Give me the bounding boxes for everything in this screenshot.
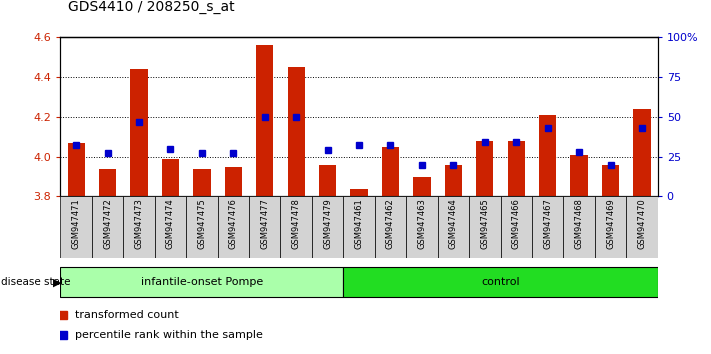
FancyBboxPatch shape xyxy=(469,196,501,258)
Text: GSM947477: GSM947477 xyxy=(260,198,269,249)
Text: GSM947464: GSM947464 xyxy=(449,198,458,249)
Text: GSM947470: GSM947470 xyxy=(638,198,646,249)
Bar xyxy=(256,45,274,196)
Text: GSM947476: GSM947476 xyxy=(229,198,237,249)
Bar xyxy=(476,141,493,196)
FancyBboxPatch shape xyxy=(312,196,343,258)
Text: GSM947469: GSM947469 xyxy=(606,198,615,249)
Bar xyxy=(444,165,462,196)
Text: GSM947463: GSM947463 xyxy=(417,198,427,249)
Text: disease state: disease state xyxy=(1,277,70,287)
Bar xyxy=(130,69,148,196)
Text: GSM947479: GSM947479 xyxy=(323,198,332,249)
Bar xyxy=(570,155,588,196)
FancyBboxPatch shape xyxy=(343,267,658,297)
Text: GSM947473: GSM947473 xyxy=(134,198,144,249)
Text: GSM947471: GSM947471 xyxy=(72,198,80,249)
FancyBboxPatch shape xyxy=(343,196,375,258)
Bar xyxy=(413,177,431,196)
Bar xyxy=(319,165,336,196)
FancyBboxPatch shape xyxy=(155,196,186,258)
Text: GSM947461: GSM947461 xyxy=(355,198,363,249)
Text: GSM947462: GSM947462 xyxy=(386,198,395,249)
Text: GSM947478: GSM947478 xyxy=(292,198,301,249)
Bar xyxy=(99,169,116,196)
Text: GSM947466: GSM947466 xyxy=(512,198,520,249)
FancyBboxPatch shape xyxy=(123,196,155,258)
Text: infantile-onset Pompe: infantile-onset Pompe xyxy=(141,277,263,287)
FancyBboxPatch shape xyxy=(438,196,469,258)
FancyBboxPatch shape xyxy=(595,196,626,258)
Bar xyxy=(287,67,305,196)
FancyBboxPatch shape xyxy=(406,196,438,258)
Text: GDS4410 / 208250_s_at: GDS4410 / 208250_s_at xyxy=(68,0,234,14)
Bar xyxy=(634,109,651,196)
Bar xyxy=(68,143,85,196)
FancyBboxPatch shape xyxy=(501,196,532,258)
FancyBboxPatch shape xyxy=(563,196,595,258)
FancyBboxPatch shape xyxy=(60,196,92,258)
Text: GSM947472: GSM947472 xyxy=(103,198,112,249)
Bar xyxy=(539,115,556,196)
Text: GSM947467: GSM947467 xyxy=(543,198,552,249)
Text: transformed count: transformed count xyxy=(75,310,179,320)
FancyBboxPatch shape xyxy=(218,196,249,258)
FancyBboxPatch shape xyxy=(92,196,123,258)
Text: percentile rank within the sample: percentile rank within the sample xyxy=(75,330,263,339)
Text: control: control xyxy=(481,277,520,287)
FancyBboxPatch shape xyxy=(60,267,343,297)
Bar xyxy=(193,169,210,196)
Bar xyxy=(508,141,525,196)
Text: GSM947474: GSM947474 xyxy=(166,198,175,249)
Bar xyxy=(162,159,179,196)
Text: ▶: ▶ xyxy=(53,277,61,287)
FancyBboxPatch shape xyxy=(249,196,280,258)
FancyBboxPatch shape xyxy=(186,196,218,258)
FancyBboxPatch shape xyxy=(375,196,406,258)
Bar xyxy=(225,167,242,196)
Bar xyxy=(602,165,619,196)
FancyBboxPatch shape xyxy=(280,196,312,258)
Bar xyxy=(382,147,399,196)
Bar xyxy=(351,189,368,196)
FancyBboxPatch shape xyxy=(532,196,563,258)
Text: GSM947475: GSM947475 xyxy=(198,198,206,249)
FancyBboxPatch shape xyxy=(626,196,658,258)
Text: GSM947465: GSM947465 xyxy=(481,198,489,249)
Text: GSM947468: GSM947468 xyxy=(574,198,584,249)
